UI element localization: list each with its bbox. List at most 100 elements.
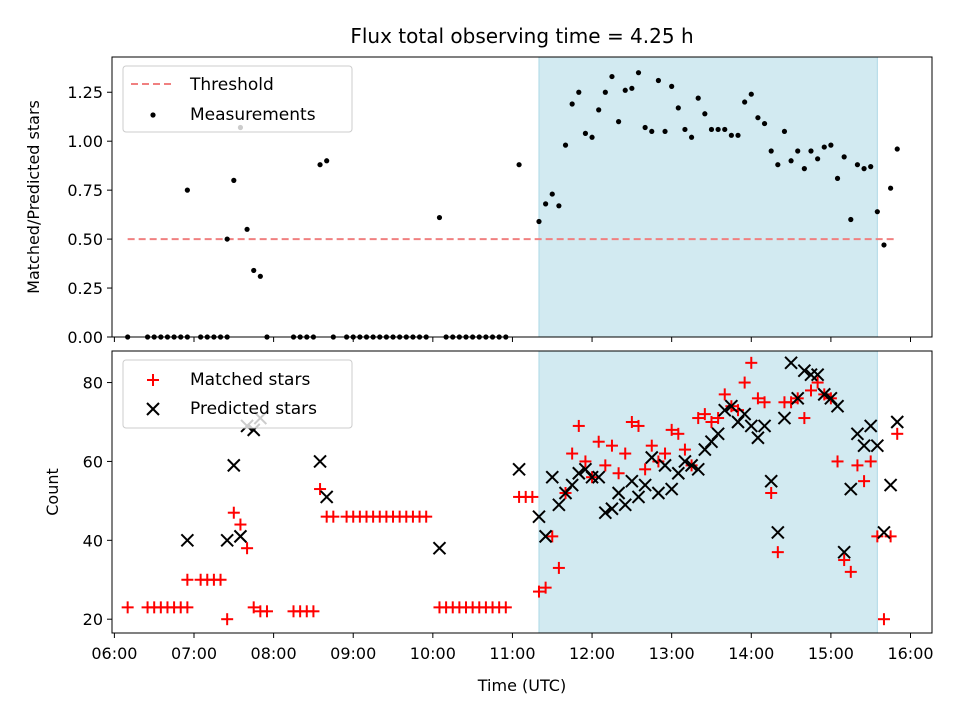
x-tick-label: 16:00 bbox=[887, 644, 933, 663]
predicted-star-point bbox=[777, 411, 792, 425]
legend-predicted-swatch bbox=[146, 402, 160, 416]
matched-star-point bbox=[619, 447, 632, 460]
x-tick-label: 10:00 bbox=[410, 644, 456, 663]
legend-measurement-label: Measurements bbox=[190, 105, 316, 125]
matched-star-point bbox=[260, 605, 273, 618]
measurement-point bbox=[815, 156, 821, 162]
predicted-star-point bbox=[552, 498, 566, 512]
measurement-point bbox=[224, 236, 230, 242]
predicted-star-point bbox=[857, 438, 871, 453]
matched-star-point bbox=[645, 439, 658, 452]
legend-measurement-swatch bbox=[150, 112, 156, 118]
measurement-point bbox=[735, 132, 741, 138]
matched-star-point bbox=[692, 412, 705, 425]
matched-star-point bbox=[327, 510, 340, 523]
matched-star-point bbox=[831, 455, 844, 468]
predicted-star-point bbox=[877, 525, 891, 540]
predicted-star-point bbox=[605, 502, 619, 516]
predicted-star-point bbox=[718, 403, 732, 417]
top-observing-window-shade bbox=[538, 56, 878, 338]
measurement-point bbox=[821, 144, 827, 150]
matched-star-point bbox=[221, 613, 234, 626]
predicted-star-point bbox=[319, 490, 334, 504]
predicted-star-point bbox=[817, 387, 831, 402]
matched-star-point bbox=[632, 419, 645, 432]
matched-star-point bbox=[639, 463, 652, 476]
matched-star-point bbox=[526, 490, 539, 503]
matched-star-point bbox=[858, 475, 871, 488]
measurement-point bbox=[649, 128, 655, 135]
measurement-point bbox=[582, 130, 589, 136]
predicted-star-point bbox=[744, 419, 758, 433]
predicted-star-point bbox=[711, 427, 725, 441]
measurement-point bbox=[894, 146, 900, 152]
predicted-star-point bbox=[545, 470, 559, 484]
matched-star-point bbox=[181, 573, 194, 586]
measurement-point bbox=[609, 73, 615, 80]
predicted-star-point bbox=[691, 462, 705, 477]
matched-star-points bbox=[121, 356, 904, 626]
predicted-star-point bbox=[764, 474, 778, 488]
measurement-point bbox=[881, 242, 887, 248]
measurement-point bbox=[662, 128, 668, 135]
measurement-point bbox=[589, 134, 595, 140]
legend-predicted-label: Predicted stars bbox=[190, 399, 317, 419]
bottom-x-ticks: 06:00 07:00 08:00 09:00 10:00 11:00 12:00 13:00… bbox=[91, 633, 934, 663]
matched-star-point bbox=[592, 435, 605, 448]
matched-star-point bbox=[804, 384, 817, 397]
top-y-tick-label: 0.50 bbox=[67, 230, 103, 249]
predicted-star-point bbox=[591, 470, 606, 484]
predicted-star-point bbox=[565, 478, 579, 492]
matched-star-point bbox=[811, 376, 824, 389]
measurement-point bbox=[688, 134, 695, 140]
predicted-star-point bbox=[850, 427, 865, 441]
matched-star-point bbox=[751, 392, 764, 405]
matched-star-point bbox=[678, 443, 691, 456]
predicted-star-point bbox=[220, 533, 234, 548]
chart-title: Flux total observing time = 4.25 h bbox=[350, 24, 693, 48]
bottom-legend-box bbox=[122, 359, 353, 429]
x-tick-label: 13:00 bbox=[649, 644, 695, 663]
predicted-star-point bbox=[611, 486, 626, 500]
matched-star-point bbox=[552, 561, 565, 574]
x-tick-label: 11:00 bbox=[489, 644, 535, 663]
bottom-y-tick-label: 20 bbox=[83, 610, 103, 629]
matched-star-point bbox=[539, 581, 552, 594]
matched-star-point bbox=[758, 396, 771, 409]
x-tick-label: 14:00 bbox=[728, 644, 774, 663]
measurement-point bbox=[317, 162, 323, 168]
predicted-star-point bbox=[598, 505, 613, 520]
measurement-point bbox=[436, 214, 443, 221]
predicted-star-point bbox=[830, 399, 845, 413]
matched-star-point bbox=[891, 427, 904, 440]
predicted-star-point bbox=[837, 545, 851, 559]
measurement-point bbox=[562, 142, 569, 148]
bottom-y-tick-label: 80 bbox=[83, 374, 103, 393]
predicted-star-point bbox=[751, 431, 765, 445]
measurement-point bbox=[324, 158, 330, 164]
matched-star-point bbox=[705, 415, 718, 428]
measurement-point bbox=[888, 185, 894, 191]
measurement-point bbox=[761, 120, 768, 127]
measurement-points bbox=[125, 70, 900, 340]
matched-star-point bbox=[247, 601, 260, 614]
predicted-star-point bbox=[684, 458, 699, 473]
matched-star-point bbox=[712, 412, 725, 425]
matched-star-point bbox=[738, 376, 751, 389]
measurement-point bbox=[874, 209, 880, 215]
x-tick-label: 15:00 bbox=[808, 644, 854, 663]
measurement-point bbox=[549, 191, 555, 197]
predicted-star-point bbox=[890, 415, 904, 429]
matched-star-point bbox=[214, 573, 227, 586]
matched-star-point bbox=[579, 455, 592, 468]
measurement-point bbox=[868, 164, 874, 170]
measurement-point bbox=[854, 162, 861, 168]
measurement-point bbox=[788, 158, 794, 164]
predicted-star-point bbox=[572, 466, 586, 480]
predicted-star-point bbox=[678, 454, 692, 469]
predicted-star-point bbox=[883, 478, 898, 492]
measurement-point bbox=[768, 148, 774, 154]
matched-star-point bbox=[672, 427, 685, 440]
predicted-star-point bbox=[863, 419, 878, 433]
matched-star-point bbox=[234, 518, 247, 531]
